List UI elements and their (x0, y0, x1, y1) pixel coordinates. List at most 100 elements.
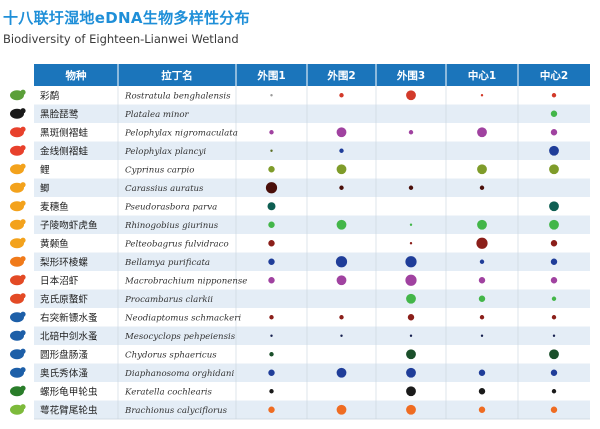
minnow-icon (10, 200, 26, 212)
header-row (34, 64, 590, 86)
abundance-dot (552, 334, 556, 337)
abundance-dot (406, 349, 416, 360)
latin-name: Chydorus sphaericus (125, 350, 217, 360)
abundance-dot (339, 148, 344, 153)
abundance-dot (270, 149, 273, 152)
carp-icon (10, 163, 26, 175)
column-header: 外围2 (326, 69, 355, 82)
abundance-dot (336, 275, 347, 286)
abundance-dot (409, 223, 413, 226)
row-band (34, 215, 590, 234)
abundance-dot (269, 389, 274, 394)
latin-name: Procambarus clarkii (124, 295, 213, 305)
cyclops-icon (10, 330, 26, 341)
abundance-dot (550, 258, 558, 265)
abundance-dot (478, 295, 486, 302)
abundance-dot (268, 166, 275, 173)
abundance-dot (340, 334, 343, 337)
column-header: 中心1 (468, 69, 496, 82)
abundance-dot (268, 240, 275, 247)
abundance-dot (406, 293, 416, 304)
column-header: 中心2 (540, 69, 568, 82)
abundance-dot (268, 406, 275, 413)
latin-name: Neodiaptomus schmackeri (124, 313, 241, 323)
water-flea-icon (10, 348, 26, 360)
row-band (34, 178, 590, 197)
abundance-dot (479, 315, 485, 320)
abundance-dot (269, 352, 274, 357)
abundance-dot (549, 145, 559, 156)
abundance-dot (478, 406, 486, 413)
frog-icon (10, 126, 26, 138)
abundance-dot (409, 334, 413, 337)
abundance-dot (265, 182, 278, 194)
latin-name: Pelophylax nigromaculata (124, 128, 238, 138)
abundance-dot (480, 334, 484, 337)
abundance-dot (267, 202, 276, 211)
abundance-dot (549, 201, 559, 212)
spoonbill-icon (10, 108, 26, 119)
abundance-dot (477, 164, 487, 175)
abundance-dot (269, 130, 274, 135)
species-name: 黄颡鱼 (40, 238, 69, 250)
goby-icon (10, 219, 26, 230)
abundance-dot (550, 277, 558, 284)
species-name: 黑斑侧褶蛙 (40, 127, 88, 139)
abundance-dot (550, 129, 558, 136)
abundance-dot (408, 130, 414, 135)
latin-name: Keratella cochlearis (124, 387, 213, 397)
abundance-dot (406, 90, 416, 101)
latin-name: Rostratula benghalensis (124, 91, 231, 101)
abundance-dot (549, 164, 559, 175)
latin-name: Bellamya purificata (124, 258, 210, 268)
species-name: 萼花臂尾轮虫 (40, 404, 98, 416)
abundance-dot (478, 388, 486, 395)
abundance-dot (549, 219, 559, 230)
abundance-dot (407, 314, 415, 321)
crayfish-icon (10, 293, 26, 304)
latin-name: Mesocyclops pehpeiensis (124, 332, 236, 342)
abundance-dot (551, 315, 557, 320)
snail-icon (10, 256, 26, 267)
species-name: 日本沼虾 (40, 275, 79, 287)
abundance-dot (406, 386, 416, 397)
species-name: 克氏原螯虾 (40, 293, 88, 305)
abundance-dot (270, 334, 273, 337)
abundance-dot (335, 256, 348, 268)
abundance-dot (479, 259, 485, 264)
abundance-dot (336, 219, 347, 230)
species-name: 金线侧褶蛙 (40, 145, 88, 157)
abundance-dot (406, 367, 416, 378)
latin-name: Carassius auratus (125, 184, 204, 194)
species-name: 黑脸琵鹭 (40, 108, 79, 120)
latin-name: Pseudorasbora parva (124, 202, 217, 212)
column-header: 拉丁名 (161, 69, 193, 82)
chart-title: 十八联圩湿地eDNA生物多样性分布 (3, 9, 250, 27)
abundance-dot (336, 164, 347, 175)
abundance-dot (405, 274, 417, 286)
abundance-dot (551, 93, 557, 98)
species-name: 鲫 (40, 182, 50, 194)
row-band (34, 289, 590, 308)
row-band (34, 104, 590, 123)
abundance-dot (406, 404, 416, 415)
abundance-dot (480, 94, 484, 97)
row-band (34, 141, 590, 160)
row-band (34, 326, 590, 345)
latin-name: Platalea minor (124, 110, 190, 120)
abundance-dot (339, 93, 344, 98)
latin-name: Diaphanosoma orghidani (124, 369, 234, 379)
abundance-dot (550, 240, 558, 247)
species-name: 彩鹬 (40, 90, 60, 102)
abundance-dot (478, 277, 486, 284)
abundance-dot (268, 221, 275, 228)
latin-name: Pelophylax plancyi (124, 147, 206, 157)
abundance-dot (477, 127, 487, 138)
column-header: 外围3 (396, 69, 425, 82)
abundance-dot (551, 296, 557, 301)
abundance-dot (268, 369, 275, 376)
chart-subtitle: Biodiversity of Eighteen-Lianwei Wetland (3, 32, 239, 46)
latin-name: Brachionus calyciflorus (124, 406, 228, 416)
species-name: 梨形环棱螺 (40, 256, 88, 268)
